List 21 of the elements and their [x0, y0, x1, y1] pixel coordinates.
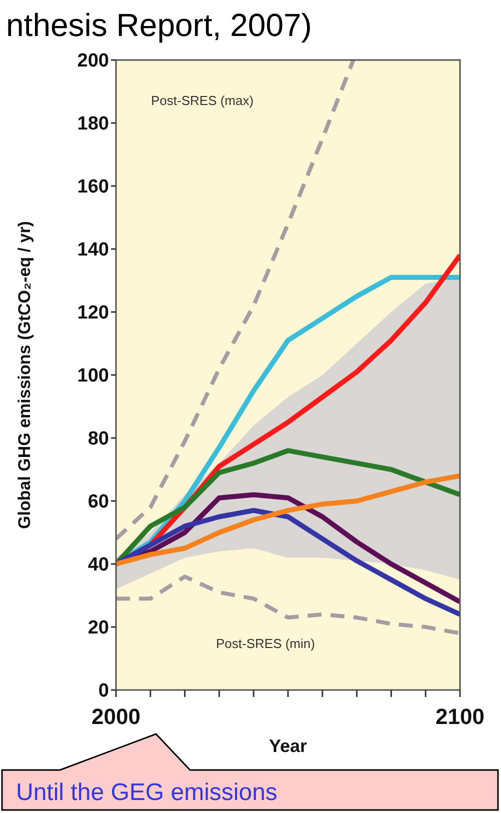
text: nthesis Report, 2007) [6, 7, 312, 43]
y-tick-label: 100 [77, 366, 109, 387]
x-tick-label: 2100 [436, 704, 484, 729]
annotation: Post-SRES (max) [151, 93, 254, 108]
y-tick-label: 180 [77, 114, 109, 135]
y-axis-title: Global GHG emissions (GtCO₂-eq / yr) [15, 221, 34, 529]
x-tick-label: 2000 [92, 704, 140, 729]
y-tick-label: 200 [77, 50, 109, 72]
text: Until the GEG emissions [16, 779, 278, 806]
y-tick-label: 40 [88, 554, 109, 576]
y-tick-label: 0 [98, 680, 109, 702]
y-tick-label: 160 [77, 176, 109, 198]
y-tick-label: 60 [88, 492, 109, 513]
y-tick-label: 20 [88, 618, 109, 639]
y-tick-label: 140 [77, 240, 109, 261]
y-tick-label: 120 [77, 302, 109, 324]
line-series [116, 60, 356, 541]
x-axis-title: Year [268, 736, 308, 756]
y-tick-label: 80 [88, 428, 109, 450]
annotation: Post-SRES (min) [216, 636, 315, 651]
line-series [116, 574, 460, 636]
